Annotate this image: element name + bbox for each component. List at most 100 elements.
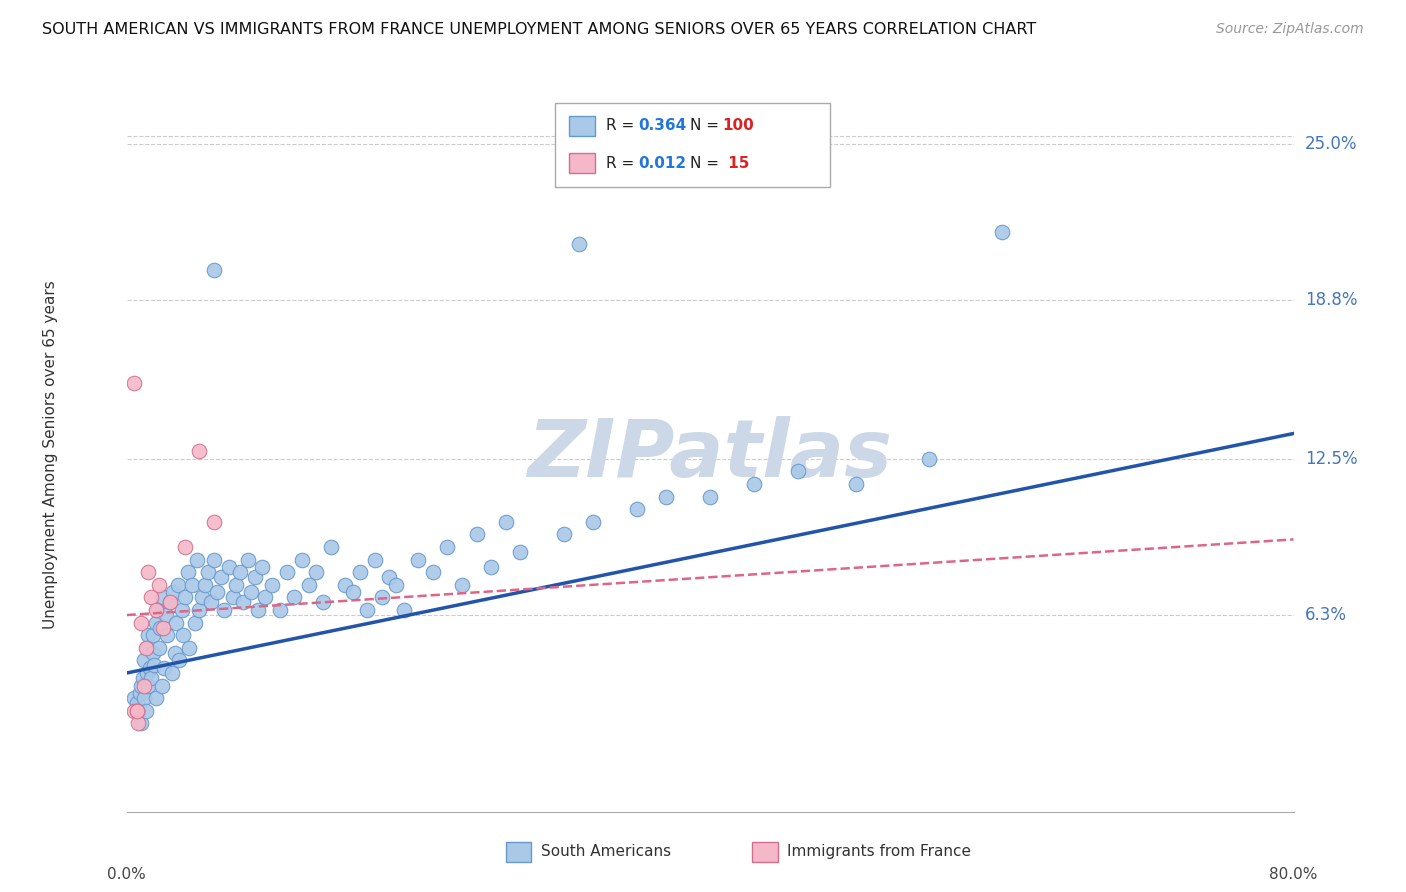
Point	[202, 552, 225, 566]
Point	[197, 565, 219, 579]
Point	[378, 570, 401, 584]
Point	[132, 653, 155, 667]
Point	[179, 640, 201, 655]
Point	[202, 515, 225, 529]
Point	[283, 591, 305, 605]
Point	[568, 237, 591, 252]
Point	[145, 691, 167, 706]
Point	[163, 646, 186, 660]
Point	[509, 545, 531, 559]
Text: 100: 100	[723, 119, 755, 133]
Point	[174, 540, 197, 554]
Point	[699, 490, 721, 504]
Point	[132, 691, 155, 706]
Point	[209, 570, 232, 584]
Point	[172, 628, 194, 642]
Point	[136, 666, 159, 681]
Point	[465, 527, 488, 541]
Point	[143, 658, 166, 673]
Point	[138, 679, 160, 693]
Point	[626, 502, 648, 516]
Point	[214, 603, 236, 617]
Point	[276, 565, 298, 579]
Point	[145, 615, 167, 630]
Text: R =: R =	[606, 156, 640, 170]
Point	[142, 628, 165, 642]
Point	[150, 679, 173, 693]
Point	[246, 603, 269, 617]
Point	[553, 527, 575, 541]
Point	[134, 640, 156, 655]
Point	[159, 595, 181, 609]
Point	[582, 515, 605, 529]
Point	[128, 686, 150, 700]
Point	[138, 565, 160, 579]
Point	[138, 628, 160, 642]
Point	[408, 552, 430, 566]
Point	[342, 585, 364, 599]
Point	[167, 653, 190, 667]
Text: 25.0%: 25.0%	[1305, 135, 1357, 153]
Point	[155, 608, 177, 623]
Point	[136, 640, 159, 655]
Point	[148, 578, 170, 592]
Point	[269, 603, 291, 617]
Text: Unemployment Among Seniors over 65 years: Unemployment Among Seniors over 65 years	[44, 281, 58, 629]
Point	[254, 591, 277, 605]
Point	[194, 578, 217, 592]
Point	[205, 585, 228, 599]
Point	[222, 591, 245, 605]
Point	[134, 704, 156, 718]
Point	[149, 621, 172, 635]
Point	[243, 570, 266, 584]
Point	[349, 565, 371, 579]
Point	[152, 591, 174, 605]
Point	[385, 578, 408, 592]
Point	[156, 628, 179, 642]
Point	[139, 661, 162, 675]
Point	[125, 704, 148, 718]
Point	[122, 704, 145, 718]
Point	[165, 615, 187, 630]
Point	[319, 540, 342, 554]
Point	[250, 560, 273, 574]
Point	[191, 591, 214, 605]
Point	[845, 477, 868, 491]
Point	[131, 671, 153, 685]
Point	[363, 552, 385, 566]
Point	[495, 515, 517, 529]
Text: N =: N =	[690, 119, 724, 133]
Point	[229, 565, 252, 579]
Point	[174, 591, 197, 605]
Point	[236, 552, 259, 566]
Text: Source: ZipAtlas.com: Source: ZipAtlas.com	[1216, 22, 1364, 37]
Point	[202, 262, 225, 277]
Point	[655, 490, 678, 504]
Point	[186, 552, 208, 566]
Point	[200, 595, 222, 609]
Point	[127, 716, 149, 731]
Point	[152, 621, 174, 635]
Point	[129, 716, 152, 731]
Point	[145, 603, 167, 617]
Point	[142, 646, 165, 660]
Point	[305, 565, 328, 579]
Point	[422, 565, 444, 579]
Point	[127, 704, 149, 718]
Point	[125, 704, 148, 718]
Text: R =: R =	[606, 119, 640, 133]
Point	[451, 578, 474, 592]
Point	[184, 615, 207, 630]
Point	[181, 578, 204, 592]
Text: 6.3%: 6.3%	[1305, 606, 1347, 624]
Point	[166, 578, 188, 592]
Point	[177, 565, 200, 579]
Point	[122, 376, 145, 390]
Point	[742, 477, 765, 491]
Text: 12.5%: 12.5%	[1305, 450, 1357, 467]
Text: 0.0%: 0.0%	[107, 867, 146, 882]
Text: SOUTH AMERICAN VS IMMIGRANTS FROM FRANCE UNEMPLOYMENT AMONG SENIORS OVER 65 YEAR: SOUTH AMERICAN VS IMMIGRANTS FROM FRANCE…	[42, 22, 1036, 37]
Point	[218, 560, 240, 574]
Point	[436, 540, 458, 554]
Text: 18.8%: 18.8%	[1305, 291, 1357, 309]
